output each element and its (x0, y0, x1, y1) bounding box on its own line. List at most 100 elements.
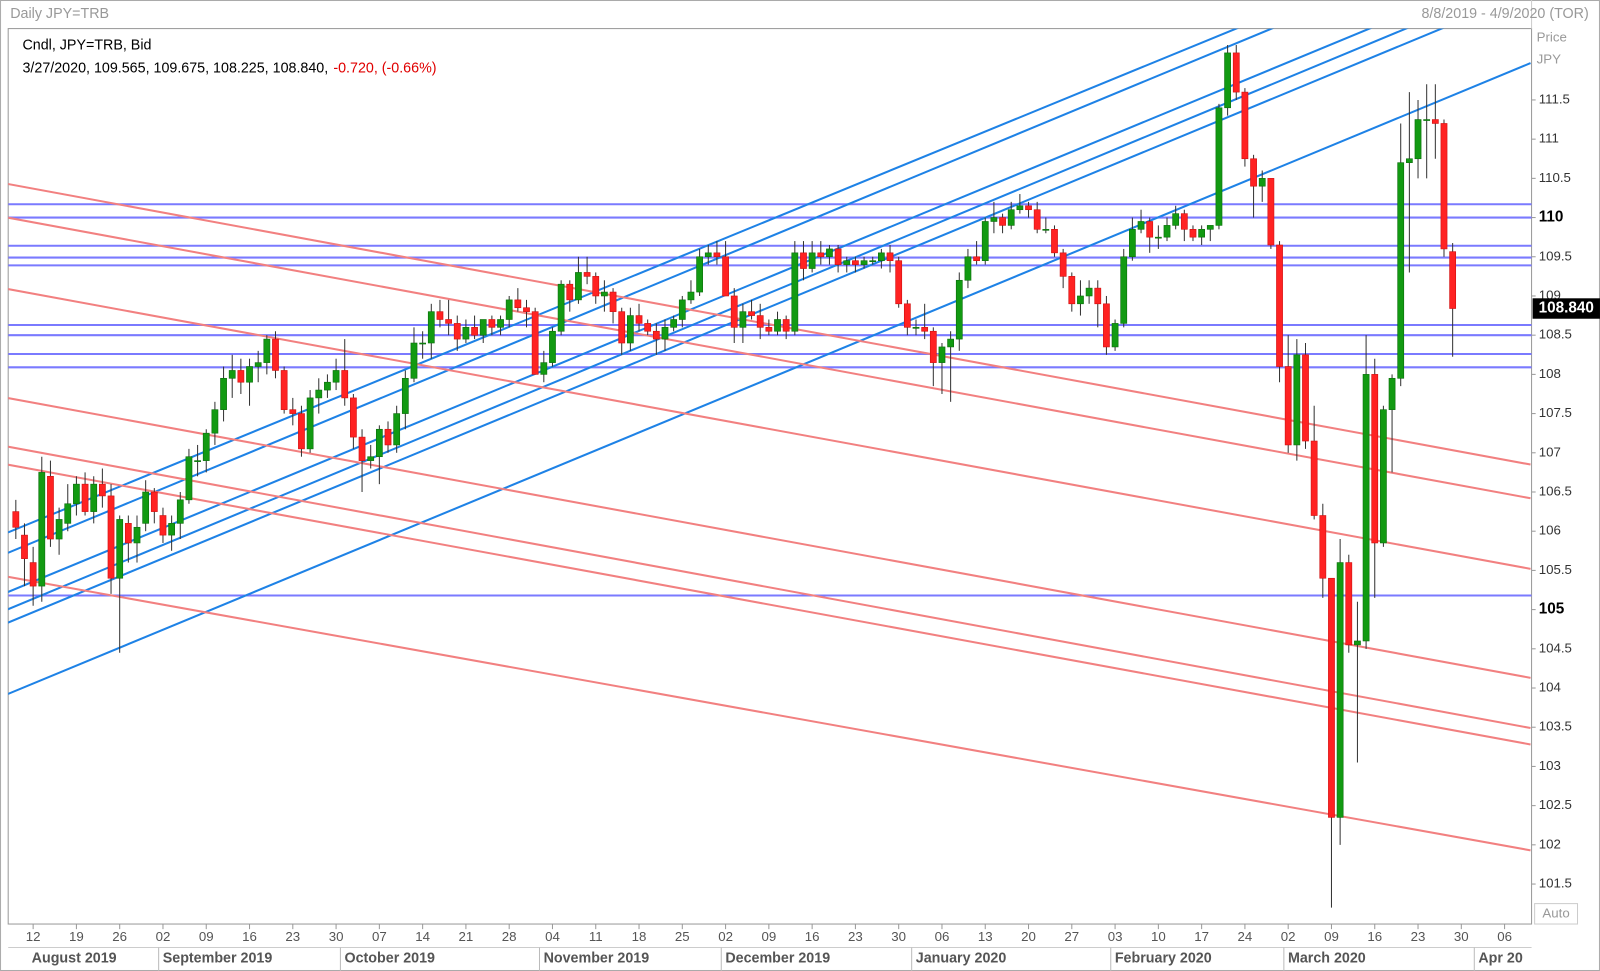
y-tick-label: 108 (1539, 366, 1561, 381)
candle-body (774, 319, 781, 332)
x-tick-label: 03 (1108, 929, 1123, 944)
candle-body (116, 519, 124, 579)
candle-body (843, 260, 851, 265)
x-tick-label: 04 (545, 929, 560, 944)
candle-body (280, 370, 288, 410)
candle-body (107, 495, 115, 579)
trendline (8, 216, 1531, 500)
candle-body (739, 311, 747, 328)
candle-body (999, 217, 1006, 226)
month-label: February 2020 (1115, 951, 1212, 967)
y-tick-label: 105 (1539, 601, 1565, 618)
candle-body (358, 436, 366, 461)
trendline (8, 463, 1531, 746)
x-tick-label: 11 (589, 929, 603, 944)
candle-body (90, 483, 98, 512)
candle-body (1085, 287, 1093, 297)
candle-body (410, 342, 418, 379)
candle-body (341, 370, 349, 399)
candle-body (1423, 119, 1431, 121)
scale-button-label[interactable]: Auto (1542, 905, 1569, 920)
candle-body (981, 221, 989, 261)
candle-body (687, 291, 695, 301)
candle-body (575, 272, 582, 301)
candle-body (627, 315, 634, 344)
y-tick-label: 106.5 (1539, 483, 1572, 498)
candle-body (921, 327, 929, 332)
candle-body (254, 362, 262, 367)
candle-body (306, 397, 314, 450)
axes: 101.5 102 102.5 103 103.5 104 104.5 105 105.5 106… (26, 91, 1600, 971)
candle-body (202, 432, 210, 461)
y-tick-label: 106 (1539, 523, 1561, 538)
candle-body (1163, 225, 1171, 238)
trendline (8, 28, 1373, 594)
legend-ohlc: 3/27/2020, 109.565, 109.675, 108.225, 10… (22, 60, 328, 76)
month-label: March 2020 (1288, 951, 1366, 967)
x-tick-label: 09 (199, 929, 214, 944)
x-tick-label: 09 (1324, 929, 1339, 944)
y-tick-label: 111.5 (1539, 91, 1570, 106)
candle-body (332, 370, 340, 383)
candle-body (150, 491, 158, 512)
candle-body (445, 319, 452, 324)
x-tick-label: 24 (1238, 929, 1253, 944)
legend-change: -0.720, (-0.66%) (333, 60, 436, 76)
candle-body (479, 319, 487, 336)
candle-body (1051, 229, 1058, 254)
candle-body (1077, 295, 1084, 305)
candle-body (159, 515, 167, 536)
candle-body (652, 330, 660, 340)
month-label: October 2019 (344, 951, 435, 967)
candle-body (1172, 213, 1180, 226)
candle-body (142, 491, 150, 524)
candle-body (1388, 377, 1396, 410)
candle-body (895, 260, 903, 305)
candle-body (185, 456, 193, 501)
candle-body (55, 519, 63, 540)
last-price-label: 108.840 (1539, 300, 1594, 317)
candle-body (765, 327, 773, 332)
candle-body (1336, 562, 1344, 818)
candle-body (990, 217, 998, 222)
candle-body (324, 381, 331, 391)
candle-body (1042, 229, 1050, 231)
candle-body (955, 279, 963, 340)
candle-body (220, 377, 227, 410)
candle-body (298, 413, 305, 450)
candle-body (938, 346, 946, 363)
candle-body (1120, 256, 1128, 324)
x-tick-label: 02 (156, 929, 171, 944)
candle-body (1111, 323, 1119, 348)
scale-button[interactable] (1534, 903, 1579, 925)
x-tick-label: 30 (891, 929, 906, 944)
candle-body (1016, 205, 1024, 211)
candle-body (531, 311, 539, 375)
candle-body (1276, 244, 1283, 367)
candle-body (1224, 52, 1231, 109)
candle-body (540, 362, 548, 375)
candle-body (1354, 640, 1361, 646)
candle-body (566, 283, 574, 301)
candle-body (350, 397, 357, 438)
candle-body (81, 483, 89, 512)
chart-title: Daily JPY=TRB (10, 6, 109, 22)
candle-body (1094, 287, 1102, 305)
candle-body (21, 534, 28, 559)
candle-body (1137, 221, 1145, 230)
candle-body (263, 338, 271, 363)
candle-body (1267, 178, 1275, 246)
candle-body (1198, 229, 1206, 238)
candle-body (194, 460, 201, 462)
candle-body (878, 252, 885, 261)
x-tick-label: 26 (112, 929, 127, 944)
plot-area (7, 28, 1533, 925)
x-tick-label: 06 (1497, 929, 1512, 944)
candle-body (869, 260, 877, 263)
x-tick-label: 30 (1454, 929, 1469, 944)
candle-body (1362, 374, 1370, 642)
x-tick-label: 18 (632, 929, 647, 944)
candle-body (1345, 562, 1353, 646)
x-tick-label: 10 (1151, 929, 1166, 944)
candle-body (1189, 229, 1197, 238)
